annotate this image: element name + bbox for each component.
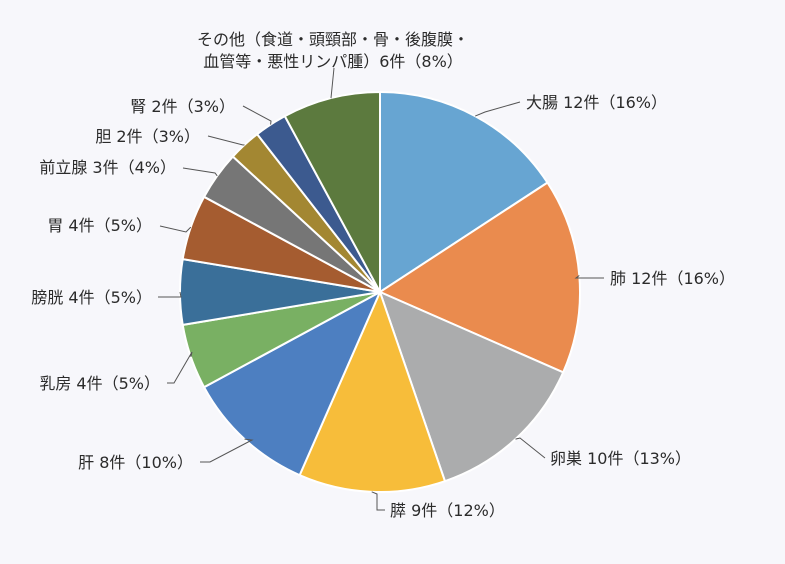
leader-line-3	[371, 491, 385, 511]
slice-label-11-line-1: 血管等・悪性リンパ腫）6件（8%）	[203, 52, 463, 71]
slice-label-2: 卵巣 10件（13%）	[550, 449, 691, 468]
leader-line-2	[515, 437, 546, 459]
leader-line-5	[167, 351, 193, 384]
slice-label-5: 乳房 4件（5%）	[39, 374, 160, 393]
slice-label-8: 前立腺 3件（4%）	[39, 158, 176, 177]
slice-label-0: 大腸 12件（16%）	[526, 93, 667, 112]
slice-label-4: 肝 8件（10%）	[78, 453, 193, 472]
pie-slice-11	[283, 90, 381, 293]
leaders-layer	[158, 67, 604, 511]
labels-layer: 大腸 12件（16%） 肺 12件（16%） 卵巣 10件（13%） 膵 9件（12%…	[31, 30, 735, 520]
leader-line-8	[182, 167, 218, 177]
leader-line-10	[242, 105, 272, 125]
leader-line-7	[159, 225, 192, 233]
slice-label-3: 膵 9件（12%）	[390, 501, 505, 520]
slice-label-11-line-0: その他（食道・頭頸部・骨・後腹膜・	[197, 30, 469, 49]
slices-layer	[179, 90, 581, 493]
pie-slice-0	[379, 90, 549, 294]
leader-line-0	[475, 101, 521, 117]
slice-label-11: その他（食道・頭頸部・骨・後腹膜・血管等・悪性リンパ腫）6件（8%）	[197, 30, 469, 71]
slice-label-10: 腎 2件（3%）	[130, 97, 235, 116]
leader-line-1	[574, 275, 604, 279]
leader-line-4	[200, 438, 254, 463]
leader-line-11	[330, 67, 335, 99]
slice-label-1: 肺 12件（16%）	[610, 269, 735, 288]
leader-line-9	[207, 135, 245, 146]
leader-line-6	[158, 291, 182, 298]
slice-label-7: 胃 4件（5%）	[47, 216, 152, 235]
slice-label-9: 胆 2件（3%）	[95, 127, 200, 146]
slice-label-6: 膀胱 4件（5%）	[31, 288, 152, 307]
pie-slice-2	[378, 290, 565, 483]
